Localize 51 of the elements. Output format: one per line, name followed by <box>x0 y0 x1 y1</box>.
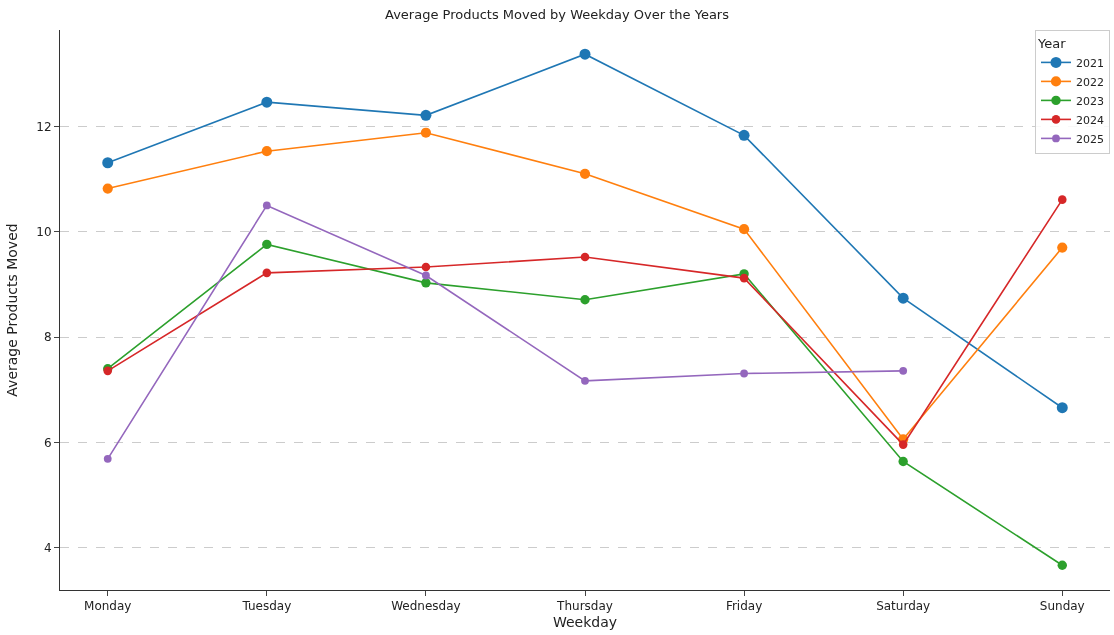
point <box>1057 195 1067 204</box>
point <box>262 201 271 210</box>
point <box>740 369 748 378</box>
x-tick-label: Tuesday <box>241 599 292 614</box>
x-axis-title: Weekday <box>552 613 618 630</box>
point <box>421 278 431 288</box>
legend-label: 2024 <box>1076 113 1104 127</box>
point <box>580 252 590 262</box>
y-axis-title: Average Products Moved <box>3 223 20 397</box>
point <box>738 129 750 141</box>
point <box>579 168 591 179</box>
y-tick-label: 12 <box>36 119 52 134</box>
point <box>579 48 591 60</box>
point <box>102 157 114 169</box>
point <box>420 109 432 121</box>
point <box>581 376 589 385</box>
point <box>103 454 112 463</box>
point <box>898 456 908 467</box>
legend-label: 2023 <box>1076 94 1104 108</box>
point <box>102 183 113 194</box>
point <box>261 146 272 157</box>
point <box>897 292 909 304</box>
point <box>1056 402 1068 414</box>
point <box>262 268 272 278</box>
point <box>898 440 908 449</box>
point <box>262 239 272 250</box>
legend-label: 2025 <box>1076 132 1104 146</box>
x-tick-label: Thursday <box>556 599 613 614</box>
y-tick-label: 10 <box>36 224 52 239</box>
point <box>739 273 749 283</box>
chart-title: Average Products Moved by Weekday Over the Years <box>385 6 730 22</box>
point <box>422 271 430 280</box>
legend-label: 2022 <box>1076 75 1104 89</box>
point <box>899 366 908 375</box>
legend-title: Year <box>1037 35 1067 51</box>
y-tick-label: 4 <box>43 541 52 556</box>
x-tick-label: Saturday <box>876 599 931 614</box>
legend-label: 2021 <box>1076 56 1104 70</box>
y-tick-label: 6 <box>43 435 52 450</box>
x-tick-label: Friday <box>725 599 763 614</box>
x-tick-label: Wednesday <box>391 599 461 614</box>
point <box>261 96 273 108</box>
point <box>1057 242 1068 253</box>
point <box>738 224 750 235</box>
y-tick-label: 8 <box>43 330 52 345</box>
x-tick-label: Monday <box>84 599 132 614</box>
point <box>580 295 590 305</box>
point <box>421 262 431 272</box>
point <box>420 127 432 138</box>
x-tick-label: Sunday <box>1039 599 1085 614</box>
point <box>1057 560 1067 570</box>
